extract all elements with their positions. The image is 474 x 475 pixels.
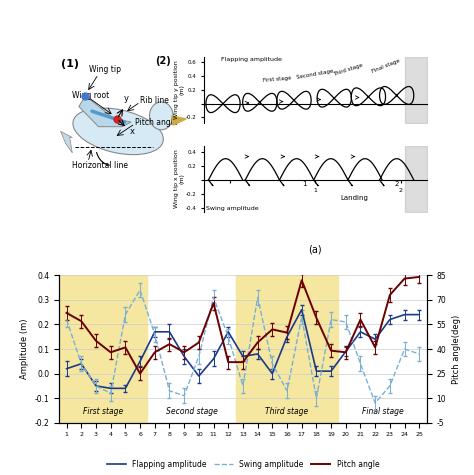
- Text: Third stage: Third stage: [265, 407, 309, 416]
- Y-axis label: Amplitude (m): Amplitude (m): [20, 319, 29, 379]
- Text: 1: 1: [302, 180, 307, 187]
- Ellipse shape: [149, 102, 173, 130]
- Polygon shape: [79, 95, 131, 127]
- Text: Pitch angle: Pitch angle: [135, 117, 178, 126]
- Polygon shape: [61, 131, 73, 153]
- Y-axis label: Pitch angle(deg): Pitch angle(deg): [452, 314, 461, 384]
- Text: x: x: [130, 127, 135, 136]
- Ellipse shape: [73, 108, 164, 155]
- Text: Wing root: Wing root: [73, 91, 109, 100]
- Legend: Flapping amplitude, Swing amplitude, Pitch angle: Flapping amplitude, Swing amplitude, Pit…: [104, 457, 382, 472]
- Text: Swing amplitude: Swing amplitude: [206, 206, 258, 211]
- Text: First stage: First stage: [83, 407, 123, 416]
- Text: y: y: [123, 95, 128, 104]
- Polygon shape: [172, 116, 186, 125]
- Text: Second stage: Second stage: [297, 68, 334, 80]
- Bar: [236, 276, 338, 423]
- Y-axis label: Wing tip y position
(m): Wing tip y position (m): [173, 61, 184, 119]
- Text: 2: 2: [394, 180, 399, 187]
- Text: Final stage: Final stage: [371, 58, 401, 75]
- Text: (1): (1): [61, 58, 79, 68]
- Text: (2): (2): [155, 57, 171, 66]
- Text: Final stage: Final stage: [362, 407, 403, 416]
- Text: Horizontal line: Horizontal line: [73, 161, 128, 170]
- Bar: [59, 276, 147, 423]
- Text: Wing tip: Wing tip: [89, 65, 121, 74]
- Text: Third stage: Third stage: [332, 63, 364, 77]
- Text: First stage: First stage: [263, 75, 292, 83]
- Text: (a): (a): [309, 245, 322, 255]
- Text: Landing: Landing: [340, 195, 368, 201]
- Text: Second stage: Second stage: [165, 407, 218, 416]
- Text: Flapping amplitude: Flapping amplitude: [221, 57, 282, 62]
- Y-axis label: Wing tip x position
(m): Wing tip x position (m): [173, 150, 184, 208]
- Text: Rib line: Rib line: [140, 96, 169, 105]
